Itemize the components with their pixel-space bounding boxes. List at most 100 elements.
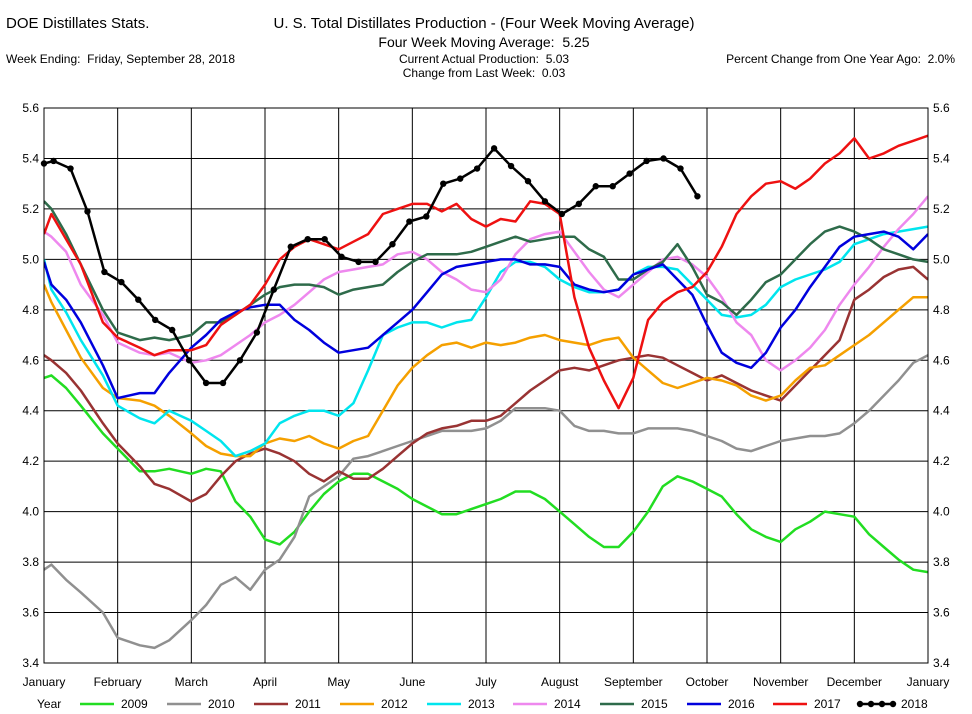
- series-point-2018: [660, 155, 667, 162]
- y-tick-label-right: 3.6: [933, 606, 950, 620]
- series-point-2018: [270, 286, 278, 293]
- moving-average-value: 5.25: [562, 34, 590, 50]
- series-point-2018: [236, 357, 244, 364]
- legend-marker-2018: [889, 700, 897, 708]
- x-tick-label: November: [753, 675, 808, 689]
- series-point-2018: [677, 165, 684, 172]
- series-point-2018: [304, 235, 311, 243]
- x-tick-label: January: [23, 675, 66, 689]
- y-tick-label-left: 5.4: [22, 151, 39, 165]
- legend-title: Year: [37, 697, 61, 711]
- legend-label-2010: 2010: [208, 697, 235, 711]
- x-tick-label: June: [399, 675, 425, 689]
- week-ending-value: Friday, September 28, 2018: [87, 52, 236, 66]
- series-line-2015: [44, 200, 928, 342]
- change-from-last-week: Change from Last Week: 0.03: [403, 67, 566, 79]
- x-tick-label: December: [827, 675, 882, 689]
- legend-label-2018: 2018: [901, 697, 928, 711]
- series-point-2018: [406, 218, 413, 225]
- percent-change: Percent Change from One Year Ago: 2.0%: [726, 53, 955, 65]
- legend-label-2013: 2013: [468, 697, 495, 711]
- series-point-2018: [219, 379, 227, 387]
- current-actual-production: Current Actual Production: 5.03: [399, 53, 569, 65]
- series-point-2018: [287, 243, 294, 250]
- legend-marker-2018: [878, 700, 886, 708]
- percent-change-value: 2.0%: [927, 52, 955, 66]
- week-ending: Week Ending: Friday, September 28, 2018: [6, 53, 235, 65]
- series-line-2009: [44, 374, 928, 574]
- y-tick-label-right: 4.2: [933, 454, 950, 468]
- series-point-2018: [694, 193, 701, 200]
- y-tick-label-right: 3.4: [933, 656, 950, 670]
- y-tick-label-right: 4.8: [933, 303, 950, 317]
- series-point-2018: [152, 316, 159, 324]
- series-point-2018: [558, 210, 566, 218]
- y-tick-label-left: 5.0: [22, 252, 39, 266]
- series-point-2018: [592, 183, 599, 190]
- change-label: Change from Last Week:: [402, 66, 536, 80]
- x-tick-label: October: [686, 675, 729, 689]
- plot-border: [43, 107, 929, 664]
- y-tick-label-left: 5.2: [22, 202, 39, 216]
- x-tick-label: August: [541, 675, 579, 689]
- y-tick-label-left: 4.4: [22, 404, 39, 418]
- y-tick-label-left: 4.6: [22, 353, 39, 367]
- y-tick-label-right: 4.0: [933, 505, 950, 519]
- percent-change-label: Percent Change from One Year Ago:: [726, 52, 921, 66]
- x-tick-label: July: [475, 675, 496, 689]
- legend-label-2011: 2011: [295, 697, 321, 711]
- legend-label-2015: 2015: [641, 697, 668, 711]
- series-point-2018: [101, 268, 108, 276]
- series-point-2018: [490, 145, 498, 152]
- series-line-2011: [44, 265, 928, 503]
- y-tick-label-left: 4.0: [22, 505, 39, 519]
- y-tick-label-left: 3.4: [22, 656, 39, 670]
- series-point-2018: [338, 253, 345, 261]
- header-left-title: DOE Distillates Stats.: [6, 15, 150, 32]
- y-tick-label-right: 4.4: [933, 404, 950, 418]
- y-tick-label-left: 4.2: [22, 454, 39, 468]
- x-tick-label: January: [907, 675, 950, 689]
- series-line-2012: [44, 284, 928, 458]
- moving-average-label: Four Week Moving Average:: [378, 34, 555, 50]
- change-value: 0.03: [541, 66, 566, 80]
- series-point-2018: [423, 213, 430, 220]
- legend-label-2016: 2016: [728, 697, 755, 711]
- series-point-2018: [202, 379, 210, 387]
- series-point-2018: [135, 296, 142, 303]
- series-point-2018: [626, 170, 633, 177]
- x-tick-label: May: [327, 675, 350, 689]
- series-point-2018: [507, 162, 515, 170]
- series-point-2018: [524, 177, 532, 185]
- series-point-2018: [355, 258, 362, 266]
- series-line-2017: [44, 134, 928, 410]
- series-point-2018: [473, 165, 481, 172]
- series-point-2018: [185, 357, 193, 364]
- series-point-2018: [541, 198, 549, 205]
- y-tick-label-right: 3.8: [933, 555, 950, 569]
- y-tick-label-left: 3.6: [22, 606, 39, 620]
- series-point-2018: [440, 180, 447, 187]
- series-point-2018: [575, 200, 583, 208]
- series-point-2018: [643, 157, 650, 165]
- legend-marker-2018: [856, 700, 864, 708]
- x-tick-label: February: [94, 675, 142, 689]
- x-tick-label: September: [604, 675, 663, 689]
- series-point-2018: [457, 175, 464, 182]
- x-tick-label: March: [175, 675, 208, 689]
- legend-label-2017: 2017: [814, 697, 841, 711]
- current-actual-label: Current Actual Production:: [398, 52, 540, 66]
- legend-label-2014: 2014: [554, 697, 581, 711]
- y-tick-label-right: 5.4: [933, 151, 950, 165]
- legend-label-2009: 2009: [121, 697, 148, 711]
- series-point-2018: [372, 258, 379, 266]
- series-point-2018: [168, 326, 176, 334]
- series-point-2018: [609, 183, 616, 190]
- series-point-2018: [50, 157, 57, 165]
- y-tick-label-left: 4.8: [22, 303, 39, 317]
- series-point-2018: [389, 241, 396, 248]
- y-tick-label-left: 3.8: [22, 555, 39, 569]
- x-tick-label: April: [253, 675, 277, 689]
- week-ending-label: Week Ending:: [6, 52, 81, 66]
